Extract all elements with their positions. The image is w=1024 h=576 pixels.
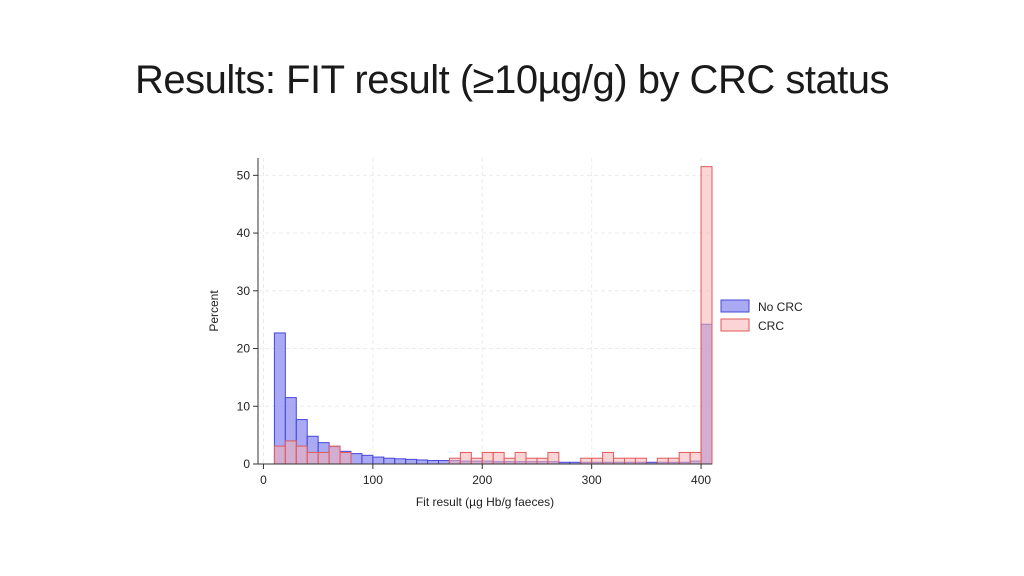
bar-crc	[273, 445, 286, 465]
x-tick-label: 400	[691, 473, 711, 487]
legend-label: CRC	[758, 319, 784, 333]
bar-crc	[481, 451, 494, 465]
bar-no-crc	[350, 453, 363, 465]
bar-crc	[602, 451, 615, 465]
bar-crc	[503, 457, 516, 465]
bar-crc	[306, 451, 319, 465]
bar-crc	[448, 457, 461, 465]
bar-no-crc	[438, 460, 450, 465]
y-axis-title: Percent	[207, 290, 221, 332]
bar-no-crc	[394, 458, 407, 465]
y-tick-label: 20	[237, 342, 251, 356]
x-tick-label: 100	[363, 473, 383, 487]
bar-crc	[492, 451, 505, 465]
bar-no-crc	[361, 454, 374, 465]
y-tick-label: 30	[237, 284, 251, 298]
bar-no-crc	[416, 459, 429, 465]
x-tick-label: 300	[582, 473, 602, 487]
x-axis-title: Fit result (µg Hb/g faeces)	[416, 495, 554, 509]
bar-crc	[656, 457, 669, 465]
legend-label: No CRC	[758, 300, 803, 314]
bar-crc	[525, 457, 538, 465]
bar-crc	[536, 457, 549, 465]
legend-swatch	[720, 318, 750, 332]
bar-crc	[317, 451, 330, 465]
bar-crc	[678, 451, 691, 465]
bar-crc	[339, 451, 352, 465]
y-tick-label: 50	[237, 168, 251, 182]
bar-no-crc	[273, 332, 286, 465]
bar-crc	[547, 451, 560, 465]
bar-crc	[459, 451, 472, 465]
x-tick-label: 0	[260, 473, 267, 487]
bar-crc	[700, 166, 713, 465]
slide-title: Results: FIT result (≥10µg/g) by CRC sta…	[134, 58, 890, 102]
bar-crc	[689, 451, 702, 465]
bar-crc	[667, 457, 680, 465]
legend: No CRC CRC	[720, 299, 803, 333]
bar-crc	[634, 457, 647, 465]
bar-crc	[514, 451, 527, 465]
y-tick-label: 0	[243, 457, 250, 471]
bar-crc	[591, 457, 604, 465]
bars	[273, 166, 713, 465]
gridlines	[258, 158, 712, 465]
legend-swatch	[720, 299, 750, 313]
bar-crc	[328, 445, 341, 465]
bar-no-crc	[427, 460, 440, 465]
histogram-chart: 0 10 20 30 40 50 0 100 200 300 400 No CRC CRC Fit r…	[207, 158, 803, 509]
y-tick-label: 40	[237, 226, 251, 240]
axes: 0 10 20 30 40 50 0 100 200 300 400	[237, 158, 712, 487]
y-tick-label: 10	[237, 399, 251, 413]
bar-no-crc	[405, 458, 418, 465]
bar-crc	[284, 440, 297, 465]
bar-crc	[470, 457, 483, 465]
x-tick-label: 200	[472, 473, 492, 487]
bar-crc	[613, 457, 625, 465]
bar-crc	[580, 457, 593, 465]
bar-no-crc	[372, 456, 385, 465]
bar-crc	[623, 457, 636, 465]
bar-no-crc	[383, 457, 396, 465]
bar-crc	[295, 445, 308, 465]
